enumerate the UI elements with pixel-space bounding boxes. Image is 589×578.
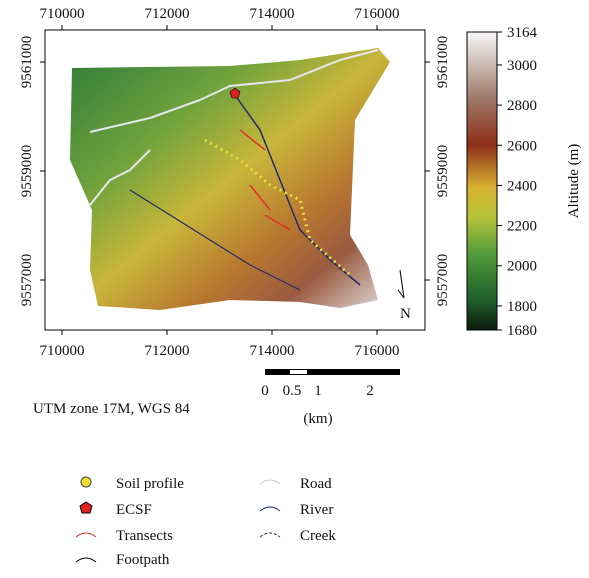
colorbar-tick-label: 1680 bbox=[507, 323, 537, 339]
colorbar-tick-label: 2800 bbox=[507, 98, 537, 114]
y-tick-label: 9559000 bbox=[435, 145, 451, 198]
scale-label: 2 bbox=[366, 383, 374, 399]
colorbar bbox=[467, 32, 497, 330]
legend-label: Road bbox=[300, 476, 332, 492]
colorbar-tick-label: 2400 bbox=[507, 178, 537, 194]
legend-label: Creek bbox=[300, 528, 336, 544]
colorbar-tick-label: 3000 bbox=[507, 58, 537, 74]
legend-symbol bbox=[260, 533, 280, 537]
map-figure: N Altitude (m) 0 0.5 1 2 (km) UTM zone 1… bbox=[0, 0, 589, 573]
x-tick-label: 716000 bbox=[355, 343, 400, 359]
legend-symbol bbox=[260, 507, 280, 511]
x-tick-label: 714000 bbox=[250, 6, 295, 22]
legend-label: Footpath bbox=[116, 552, 170, 568]
scale-label: 0.5 bbox=[283, 383, 302, 399]
north-arrow bbox=[398, 270, 404, 298]
colorbar-title: Altitude (m) bbox=[566, 144, 582, 219]
colorbar-tick-label: 2200 bbox=[507, 219, 537, 235]
x-tick-label: 710000 bbox=[40, 6, 85, 22]
legend-label: River bbox=[300, 502, 333, 518]
x-tick-label: 714000 bbox=[250, 343, 295, 359]
y-tick-label: 9559000 bbox=[19, 145, 35, 198]
scale-label: 1 bbox=[314, 383, 322, 399]
legend-label: ECSF bbox=[116, 502, 152, 518]
legend-symbol bbox=[76, 558, 96, 562]
x-tick-label: 712000 bbox=[145, 6, 190, 22]
legend-label: Soil profile bbox=[116, 476, 184, 492]
legend-symbol bbox=[260, 480, 280, 484]
colorbar-tick-label: 1800 bbox=[507, 299, 537, 315]
scale-unit: (km) bbox=[303, 411, 332, 427]
x-tick-label: 710000 bbox=[40, 343, 85, 359]
y-tick-label: 9561000 bbox=[435, 36, 451, 89]
colorbar-tick-label: 2600 bbox=[507, 138, 537, 154]
north-label: N bbox=[400, 306, 411, 322]
legend-symbol bbox=[80, 502, 92, 513]
colorbar-tick-label: 3164 bbox=[507, 25, 538, 41]
legend-symbol bbox=[76, 533, 96, 537]
scale-bar bbox=[265, 369, 400, 375]
y-tick-label: 9557000 bbox=[435, 254, 451, 307]
x-tick-label: 716000 bbox=[355, 6, 400, 22]
projection-label: UTM zone 17M, WGS 84 bbox=[33, 401, 190, 417]
legend-symbol bbox=[81, 477, 91, 487]
y-tick-label: 9557000 bbox=[19, 254, 35, 307]
colorbar-tick-label: 2000 bbox=[507, 259, 537, 275]
scale-label: 0 bbox=[261, 383, 269, 399]
y-tick-label: 9561000 bbox=[19, 36, 35, 89]
x-tick-label: 712000 bbox=[145, 343, 190, 359]
legend-label: Transects bbox=[116, 528, 173, 544]
